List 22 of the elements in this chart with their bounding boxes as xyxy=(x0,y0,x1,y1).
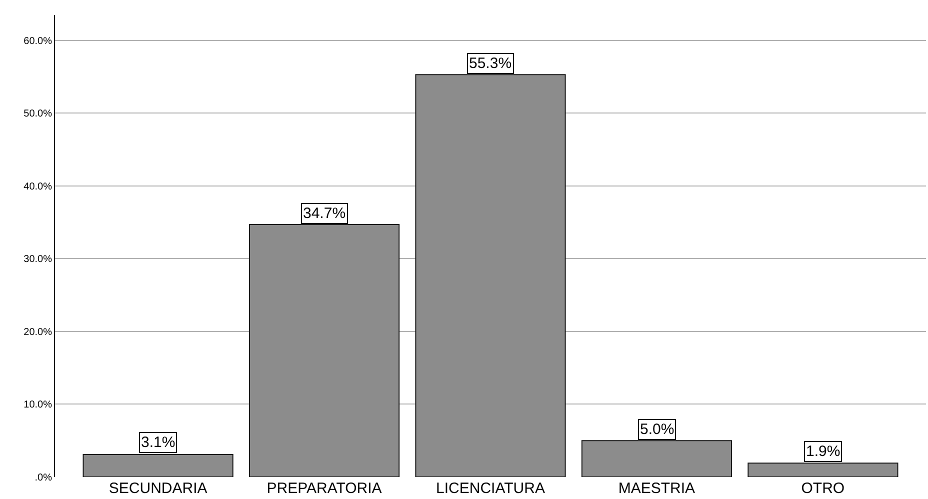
bar xyxy=(581,440,732,477)
y-tick-label: 40.0% xyxy=(24,181,52,192)
data-label: 34.7% xyxy=(303,205,346,222)
data-label: 1.9% xyxy=(806,443,840,460)
x-tick-label: MAESTRIA xyxy=(618,480,696,497)
bar xyxy=(748,462,898,477)
bar xyxy=(415,74,566,477)
y-tick-label: 20.0% xyxy=(24,326,52,338)
y-tick-label: .0% xyxy=(34,472,52,484)
bar xyxy=(248,224,400,477)
x-tick-label: LICENCIATURA xyxy=(436,480,545,497)
data-label: 5.0% xyxy=(640,421,674,438)
y-tick-label: 60.0% xyxy=(24,36,52,47)
y-tick-label: 30.0% xyxy=(24,254,52,266)
x-tick-label: OTRO xyxy=(801,480,845,497)
x-tick-label: SECUNDARIA xyxy=(108,480,208,497)
data-label: 3.1% xyxy=(141,434,176,451)
bar xyxy=(82,454,234,477)
data-label: 55.3% xyxy=(469,55,512,72)
y-tick-label: 50.0% xyxy=(24,108,52,120)
x-tick-label: PREPARATORIA xyxy=(266,480,382,497)
y-tick-label: 10.0% xyxy=(24,400,52,411)
